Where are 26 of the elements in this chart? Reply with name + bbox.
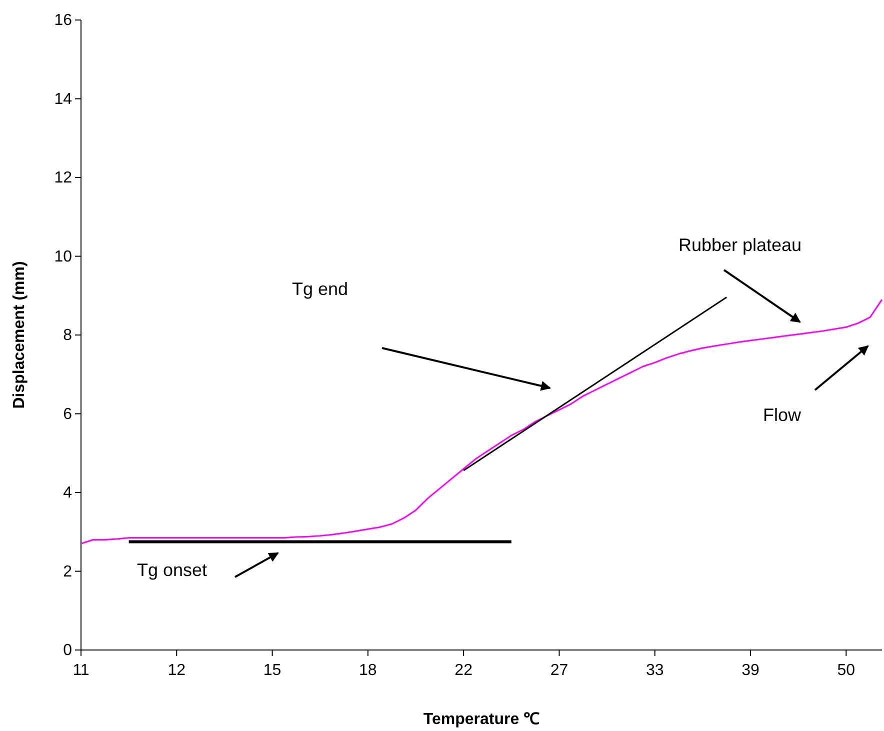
x-axis-title: Temperature ℃: [423, 711, 540, 728]
x-tick-label: 18: [359, 662, 377, 679]
annotation: Flow: [762, 405, 802, 425]
x-tick-label: 39: [742, 662, 760, 679]
annotation: Rubber plateau: [678, 235, 802, 255]
annotation: Tg end: [292, 279, 348, 299]
y-tick-label: 2: [63, 563, 72, 580]
y-tick-label: 8: [63, 327, 72, 344]
y-tick-label: 14: [54, 90, 72, 108]
y-tick-label: 12: [54, 170, 72, 187]
x-tick-label: 50: [837, 662, 856, 679]
x-tick-label: 11: [72, 662, 90, 679]
line-series: [462, 296, 728, 472]
line-series: [80, 298, 883, 544]
y-tick-label: 16: [54, 12, 72, 30]
x-tick-label: 15: [263, 662, 282, 679]
y-tick-label: 6: [63, 406, 72, 423]
x-tick-label: 22: [454, 662, 473, 679]
y-tick-label: 10: [54, 248, 72, 266]
y-tick-label: 0: [63, 642, 72, 660]
annotation: Tg onset: [136, 560, 208, 580]
x-tick-label: 27: [550, 662, 568, 679]
x-tick-label: 12: [168, 662, 186, 679]
y-axis-title: Displacement (mm): [11, 261, 28, 409]
y-tick-label: 4: [63, 484, 72, 502]
x-tick-label: 33: [646, 662, 664, 679]
